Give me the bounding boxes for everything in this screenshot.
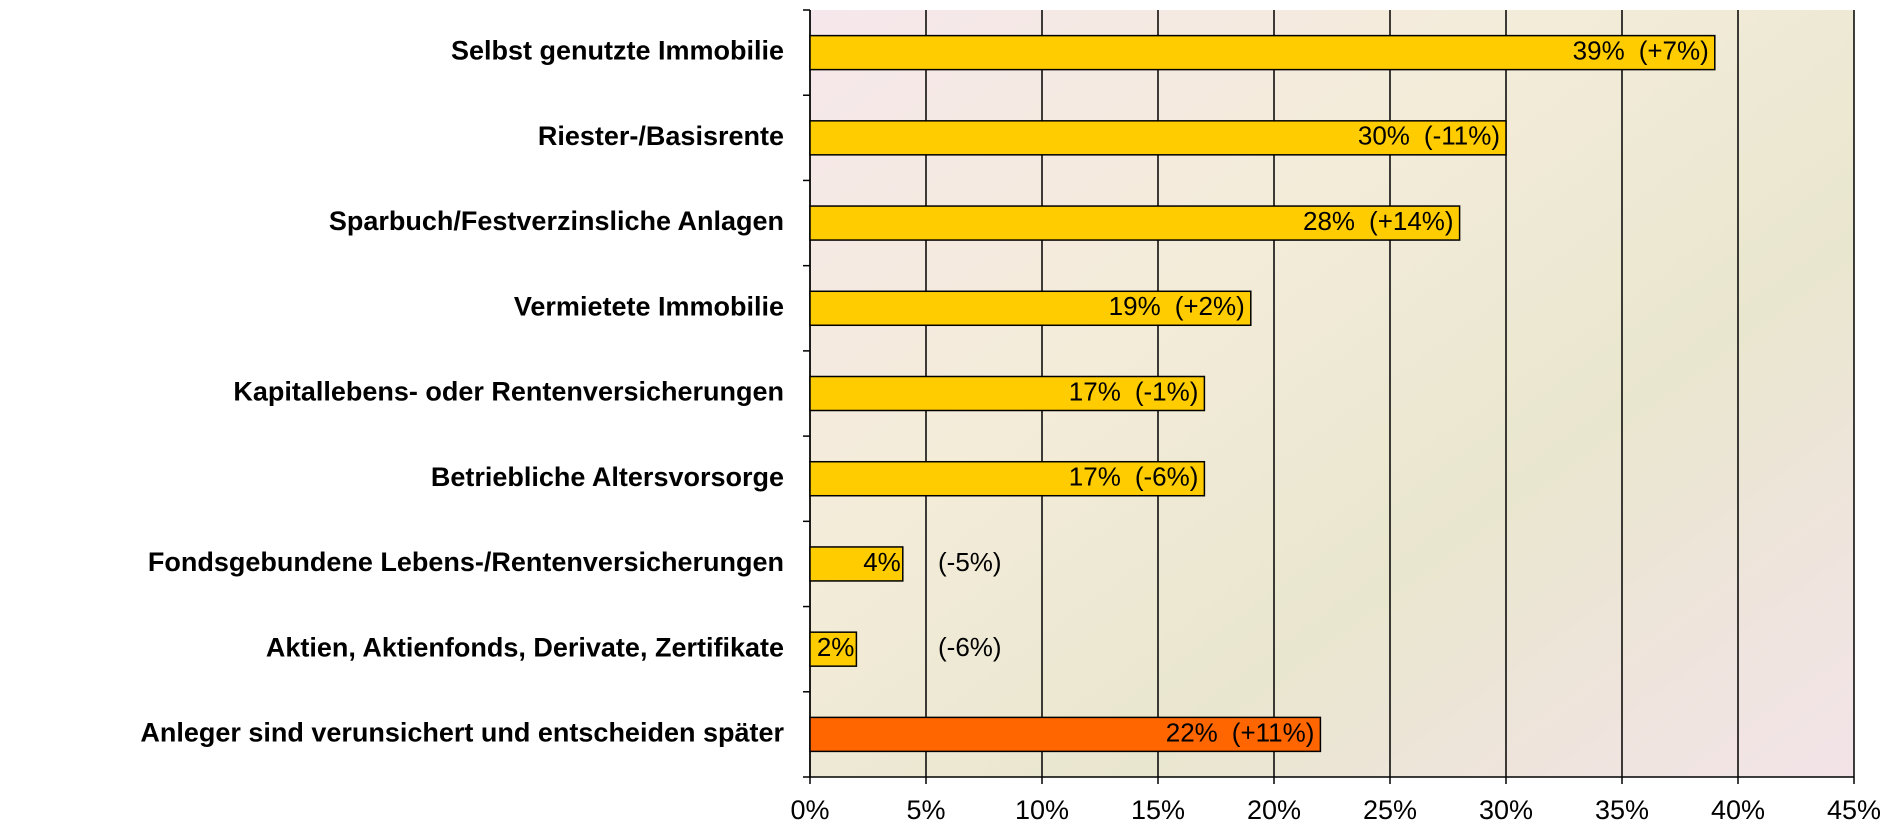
- y-tick-label: Betriebliche Altersvorsorge: [431, 462, 784, 492]
- chart: 0% 5% 10% 15% 20% 25% 30% 35% 40% 45% Selbst genut…: [0, 0, 1894, 836]
- value-label: 17%: [1069, 462, 1121, 492]
- y-tick-label: Kapitallebens- oder Rentenversicherungen: [233, 377, 784, 407]
- x-tick-label: 35%: [1595, 795, 1649, 825]
- value-label: 39%: [1573, 35, 1625, 65]
- x-tick-label: 45%: [1827, 795, 1881, 825]
- x-tick-label: 40%: [1711, 795, 1765, 825]
- y-tick-label: Fondsgebundene Lebens-/Rentenversicherun…: [148, 547, 784, 577]
- y-tick-label: Anleger sind verunsichert und entscheide…: [140, 718, 784, 748]
- page: {"chart_data": {"type": "bar", "orientat…: [0, 0, 1894, 836]
- change-label: (+7%): [1639, 35, 1709, 65]
- value-label: 19%: [1109, 291, 1161, 321]
- x-tick-label: 20%: [1247, 795, 1301, 825]
- change-label: (-5%): [938, 547, 1002, 577]
- value-label: 22%: [1166, 717, 1218, 747]
- value-label: 4%: [863, 547, 901, 577]
- change-label: (+2%): [1175, 291, 1245, 321]
- change-label: (+11%): [1232, 717, 1315, 747]
- x-tick-label: 15%: [1131, 795, 1185, 825]
- bar: [810, 206, 1460, 240]
- change-label: (-1%): [1135, 376, 1199, 406]
- change-label: (-6%): [1135, 462, 1199, 492]
- value-label: 17%: [1069, 376, 1121, 406]
- y-tick-label: Vermietete Immobilie: [514, 291, 784, 321]
- y-tick-label: Sparbuch/Festverzinsliche Anlagen: [329, 206, 784, 236]
- y-tick-label: Selbst genutzte Immobilie: [451, 36, 784, 66]
- value-label: 30%: [1358, 121, 1410, 151]
- value-label: 2%: [817, 632, 855, 662]
- x-tick-label: 0%: [790, 795, 829, 825]
- x-tick-label: 5%: [906, 795, 945, 825]
- x-tick-label: 10%: [1015, 795, 1069, 825]
- y-tick-label: Riester-/Basisrente: [538, 121, 784, 151]
- x-tick-label: 30%: [1479, 795, 1533, 825]
- change-label: (+14%): [1369, 206, 1454, 236]
- value-label: 28%: [1303, 206, 1355, 236]
- change-label: (-6%): [938, 632, 1002, 662]
- y-tick-label: Aktien, Aktienfonds, Derivate, Zertifika…: [266, 632, 784, 662]
- x-tick-label: 25%: [1363, 795, 1417, 825]
- change-label: (-11%): [1424, 121, 1500, 151]
